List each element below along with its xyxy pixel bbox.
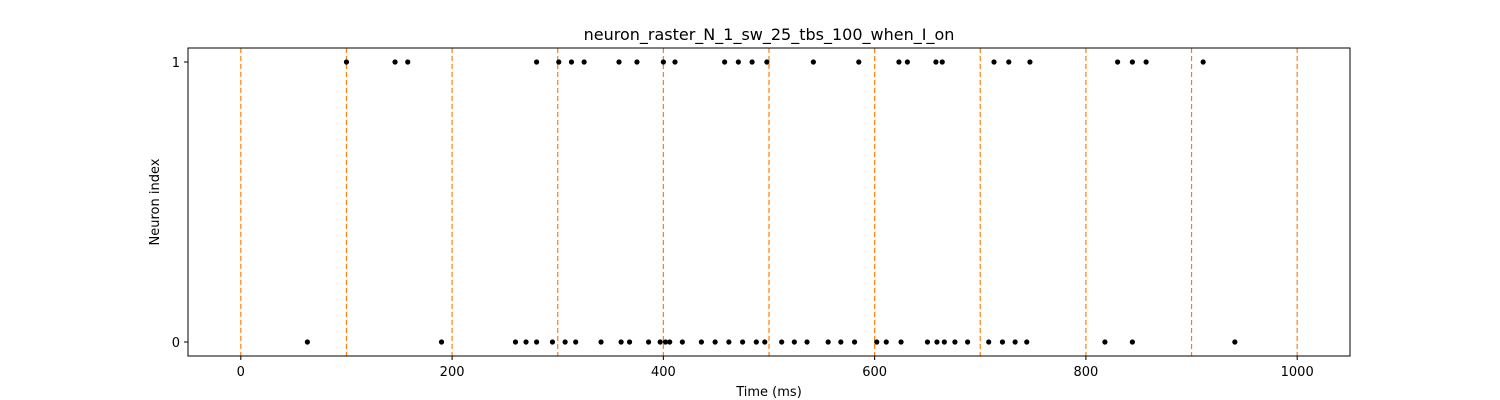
spike-n1-16 [856, 59, 862, 65]
x-tick-label-0: 0 [237, 365, 245, 380]
spike-points [304, 59, 1238, 345]
spike-n0-30 [898, 339, 904, 345]
spike-n1-20 [939, 59, 945, 65]
spike-n1-12 [735, 59, 741, 65]
spike-n1-11 [722, 59, 728, 65]
spike-n0-12 [657, 339, 663, 345]
spike-n1-14 [764, 59, 770, 65]
spike-n0-41 [1129, 339, 1135, 345]
x-tick-label-400: 400 [651, 365, 676, 380]
spike-n0-42 [1232, 339, 1238, 345]
spike-n0-26 [838, 339, 844, 345]
spike-n0-15 [679, 339, 685, 345]
spike-n0-34 [952, 339, 958, 345]
spike-n1-25 [1129, 59, 1135, 65]
spike-n0-37 [999, 339, 1006, 345]
spike-n0-19 [739, 339, 746, 345]
spike-n0-9 [618, 339, 624, 345]
spike-n0-32 [934, 339, 940, 345]
x-tick-label-1000: 1000 [1281, 365, 1314, 380]
spike-n0-11 [645, 339, 652, 345]
y-tick-label-1: 1 [172, 56, 180, 71]
spike-n1-23 [1027, 59, 1033, 65]
spike-n1-5 [568, 59, 575, 65]
spike-n1-27 [1200, 59, 1206, 65]
spike-n1-4 [556, 59, 562, 65]
spike-n0-36 [986, 339, 992, 345]
spike-n0-21 [762, 339, 768, 345]
spike-n0-14 [667, 339, 673, 345]
spike-n1-19 [933, 59, 939, 65]
x-axis-ticks: 0 200 400 600 800 1000 [237, 356, 1314, 380]
spike-n0-8 [598, 339, 604, 345]
spike-n1-8 [634, 59, 640, 65]
spike-n0-1 [438, 339, 445, 345]
spike-n1-1 [392, 59, 398, 65]
x-tick-label-200: 200 [440, 365, 465, 380]
spike-n1-18 [904, 59, 910, 65]
spike-n0-13 [662, 339, 669, 345]
spike-n0-24 [804, 339, 810, 345]
spike-n0-0 [304, 339, 310, 345]
x-tick-label-800: 800 [1073, 365, 1098, 380]
spike-n1-26 [1143, 59, 1149, 65]
y-axis-label: Neuron index [148, 158, 163, 245]
spike-n1-13 [749, 59, 755, 65]
spike-n0-25 [825, 339, 831, 345]
spike-n0-29 [883, 339, 889, 345]
spike-n0-16 [698, 339, 704, 345]
spike-n0-6 [562, 339, 568, 345]
spike-n1-3 [534, 59, 540, 65]
spike-n0-35 [964, 339, 971, 345]
reference-lines [240, 48, 1298, 356]
spike-n1-24 [1115, 59, 1121, 65]
x-axis-label: Time (ms) [735, 385, 802, 400]
spike-n0-20 [753, 339, 759, 345]
spike-n0-3 [523, 339, 529, 345]
spike-n1-22 [1006, 59, 1012, 65]
spike-n1-2 [405, 59, 411, 65]
y-tick-label-0: 0 [172, 336, 180, 351]
spike-n0-38 [1012, 339, 1018, 345]
spike-n0-18 [726, 339, 732, 345]
spike-n1-21 [991, 59, 997, 65]
spike-n1-17 [896, 59, 902, 65]
chart-title: neuron_raster_N_1_sw_25_tbs_100_when_I_o… [584, 25, 955, 45]
spike-n1-15 [810, 59, 816, 65]
spike-n0-28 [874, 339, 880, 345]
spike-n0-22 [779, 339, 785, 345]
spike-n0-33 [941, 339, 947, 345]
spike-n1-0 [343, 59, 350, 65]
spike-n0-7 [573, 339, 579, 345]
spike-n1-10 [672, 59, 678, 65]
spike-n0-10 [626, 339, 633, 345]
spike-n0-27 [851, 339, 858, 345]
spike-n0-40 [1102, 339, 1108, 345]
x-tick-label-600: 600 [862, 365, 887, 380]
spike-n1-6 [581, 59, 587, 65]
y-axis-ticks: 01 [172, 56, 188, 351]
spike-n0-4 [534, 339, 540, 345]
spike-n0-2 [512, 339, 519, 345]
spike-n1-7 [616, 59, 622, 65]
plot-area-frame [187, 47, 1351, 357]
spike-n0-39 [1024, 339, 1030, 345]
spike-n0-31 [924, 339, 931, 345]
spike-n0-23 [791, 339, 797, 345]
spike-n0-5 [549, 339, 556, 345]
spike-n0-17 [712, 339, 718, 345]
spike-n1-9 [660, 59, 666, 65]
